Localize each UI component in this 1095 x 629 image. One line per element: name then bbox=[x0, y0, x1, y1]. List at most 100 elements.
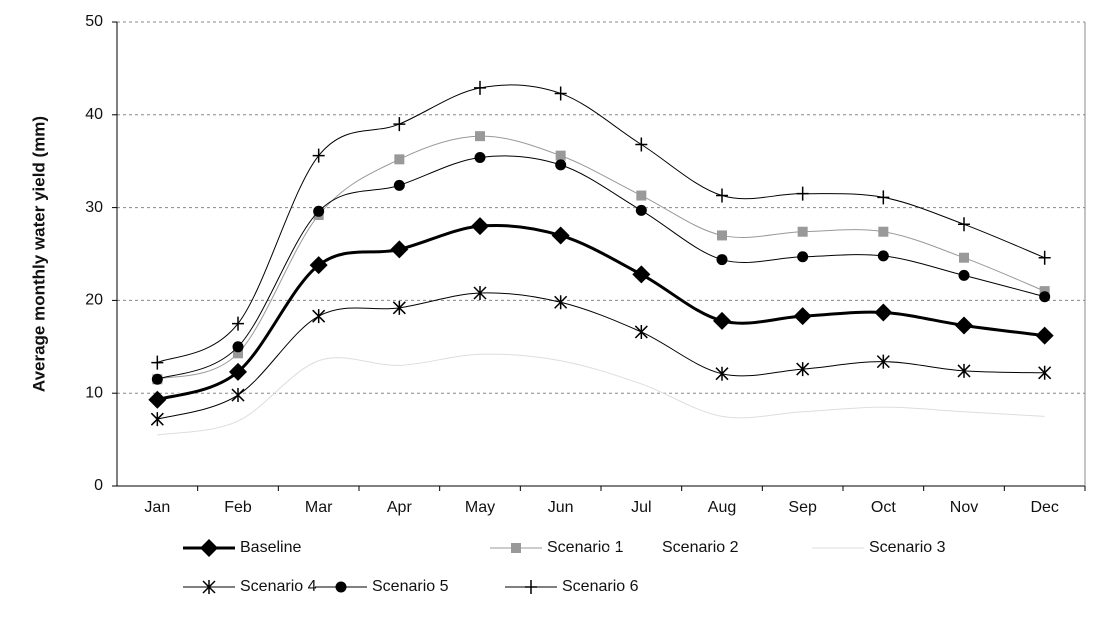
data-point bbox=[715, 366, 729, 381]
series-line bbox=[157, 224, 1045, 399]
data-point bbox=[1039, 286, 1050, 297]
legend-label: Scenario 5 bbox=[372, 578, 449, 595]
data-point bbox=[474, 151, 486, 163]
data-point bbox=[229, 362, 247, 381]
data-point bbox=[958, 269, 970, 281]
x-tick-label: Jun bbox=[548, 499, 574, 516]
data-point bbox=[797, 226, 808, 237]
series-line bbox=[157, 84, 1045, 364]
data-point bbox=[233, 348, 243, 359]
legend-label: Scenario 4 bbox=[240, 578, 317, 595]
series bbox=[150, 285, 1052, 427]
legend-label: Scenario 3 bbox=[869, 539, 946, 556]
data-point bbox=[471, 217, 489, 236]
data-point bbox=[554, 295, 568, 310]
legend-marker bbox=[335, 581, 347, 593]
y-tick-label: 20 bbox=[85, 292, 103, 309]
data-point bbox=[957, 363, 971, 378]
series-line bbox=[156, 223, 1045, 402]
legend-item: Scenario 2 bbox=[605, 539, 739, 556]
data-point bbox=[1038, 365, 1052, 380]
y-tick-label: 40 bbox=[85, 106, 103, 123]
data-point bbox=[797, 251, 809, 263]
legend-label: Scenario 2 bbox=[662, 539, 739, 556]
x-tick-label: Dec bbox=[1030, 499, 1058, 516]
data-point bbox=[713, 311, 731, 330]
data-point bbox=[716, 188, 728, 203]
series bbox=[151, 80, 1051, 370]
y-tick-label: 30 bbox=[85, 199, 103, 216]
data-point bbox=[151, 355, 164, 370]
data-point bbox=[475, 131, 485, 142]
legend-item: Scenario 3 bbox=[812, 539, 946, 556]
y-tick-label: 50 bbox=[85, 13, 103, 30]
legend-marker bbox=[511, 543, 521, 553]
series bbox=[151, 151, 1051, 385]
data-point bbox=[874, 303, 893, 322]
legend-item: Scenario 5 bbox=[315, 578, 449, 595]
data-point bbox=[1035, 326, 1054, 345]
data-point bbox=[876, 354, 890, 369]
data-point bbox=[636, 190, 647, 201]
x-tick-label: Apr bbox=[387, 499, 413, 516]
x-tick-label: Sep bbox=[788, 499, 817, 516]
y-tick-label: 10 bbox=[85, 384, 103, 401]
data-point bbox=[955, 316, 973, 335]
data-point bbox=[390, 240, 409, 259]
data-point bbox=[958, 217, 970, 232]
data-point bbox=[231, 388, 245, 403]
x-tick-label: Jan bbox=[144, 499, 170, 516]
data-point bbox=[232, 316, 244, 331]
data-point bbox=[392, 300, 406, 315]
series-line bbox=[157, 292, 1045, 420]
legend-item: Scenario 4 bbox=[183, 578, 317, 595]
data-point bbox=[148, 390, 167, 409]
legend-marker bbox=[202, 580, 216, 594]
data-point bbox=[878, 226, 889, 237]
x-tick-label: Oct bbox=[871, 499, 896, 516]
data-point bbox=[635, 137, 648, 152]
data-point bbox=[151, 373, 163, 385]
data-point bbox=[393, 179, 405, 191]
data-point bbox=[232, 341, 244, 353]
y-axis-label: Average monthly water yield (mm) bbox=[29, 116, 48, 392]
data-point bbox=[635, 204, 647, 216]
legend-item: Baseline bbox=[183, 539, 301, 557]
series-line bbox=[157, 353, 1045, 436]
legend-marker bbox=[525, 580, 537, 594]
x-tick-label: Aug bbox=[708, 499, 736, 516]
series bbox=[148, 217, 1054, 409]
x-tick-label: May bbox=[465, 499, 495, 516]
data-point bbox=[312, 148, 325, 163]
data-point bbox=[393, 117, 406, 132]
series-line bbox=[157, 135, 1045, 380]
x-tick-label: Mar bbox=[305, 499, 333, 516]
data-point bbox=[394, 154, 405, 165]
legend-label: Scenario 1 bbox=[547, 539, 624, 556]
series bbox=[150, 218, 1052, 404]
data-point bbox=[312, 309, 326, 324]
data-point bbox=[796, 186, 809, 201]
data-point bbox=[554, 86, 567, 101]
data-point bbox=[555, 150, 566, 161]
data-point bbox=[877, 250, 889, 262]
data-point bbox=[313, 205, 325, 217]
legend-label: Baseline bbox=[240, 539, 301, 556]
legend-item: Scenario 6 bbox=[505, 578, 639, 595]
data-point bbox=[959, 252, 969, 263]
data-point bbox=[551, 226, 570, 245]
data-point bbox=[877, 190, 890, 205]
data-point bbox=[717, 230, 727, 241]
data-point bbox=[555, 159, 567, 171]
legend-marker bbox=[200, 539, 218, 557]
data-point bbox=[474, 80, 486, 95]
data-point bbox=[473, 285, 487, 300]
y-tick-label: 0 bbox=[94, 477, 103, 494]
x-tick-label: Nov bbox=[950, 499, 978, 516]
data-point bbox=[634, 324, 648, 339]
legend-item: Scenario 1 bbox=[490, 539, 624, 556]
series-line bbox=[157, 155, 1045, 380]
data-point bbox=[796, 362, 810, 377]
data-point bbox=[632, 265, 651, 284]
